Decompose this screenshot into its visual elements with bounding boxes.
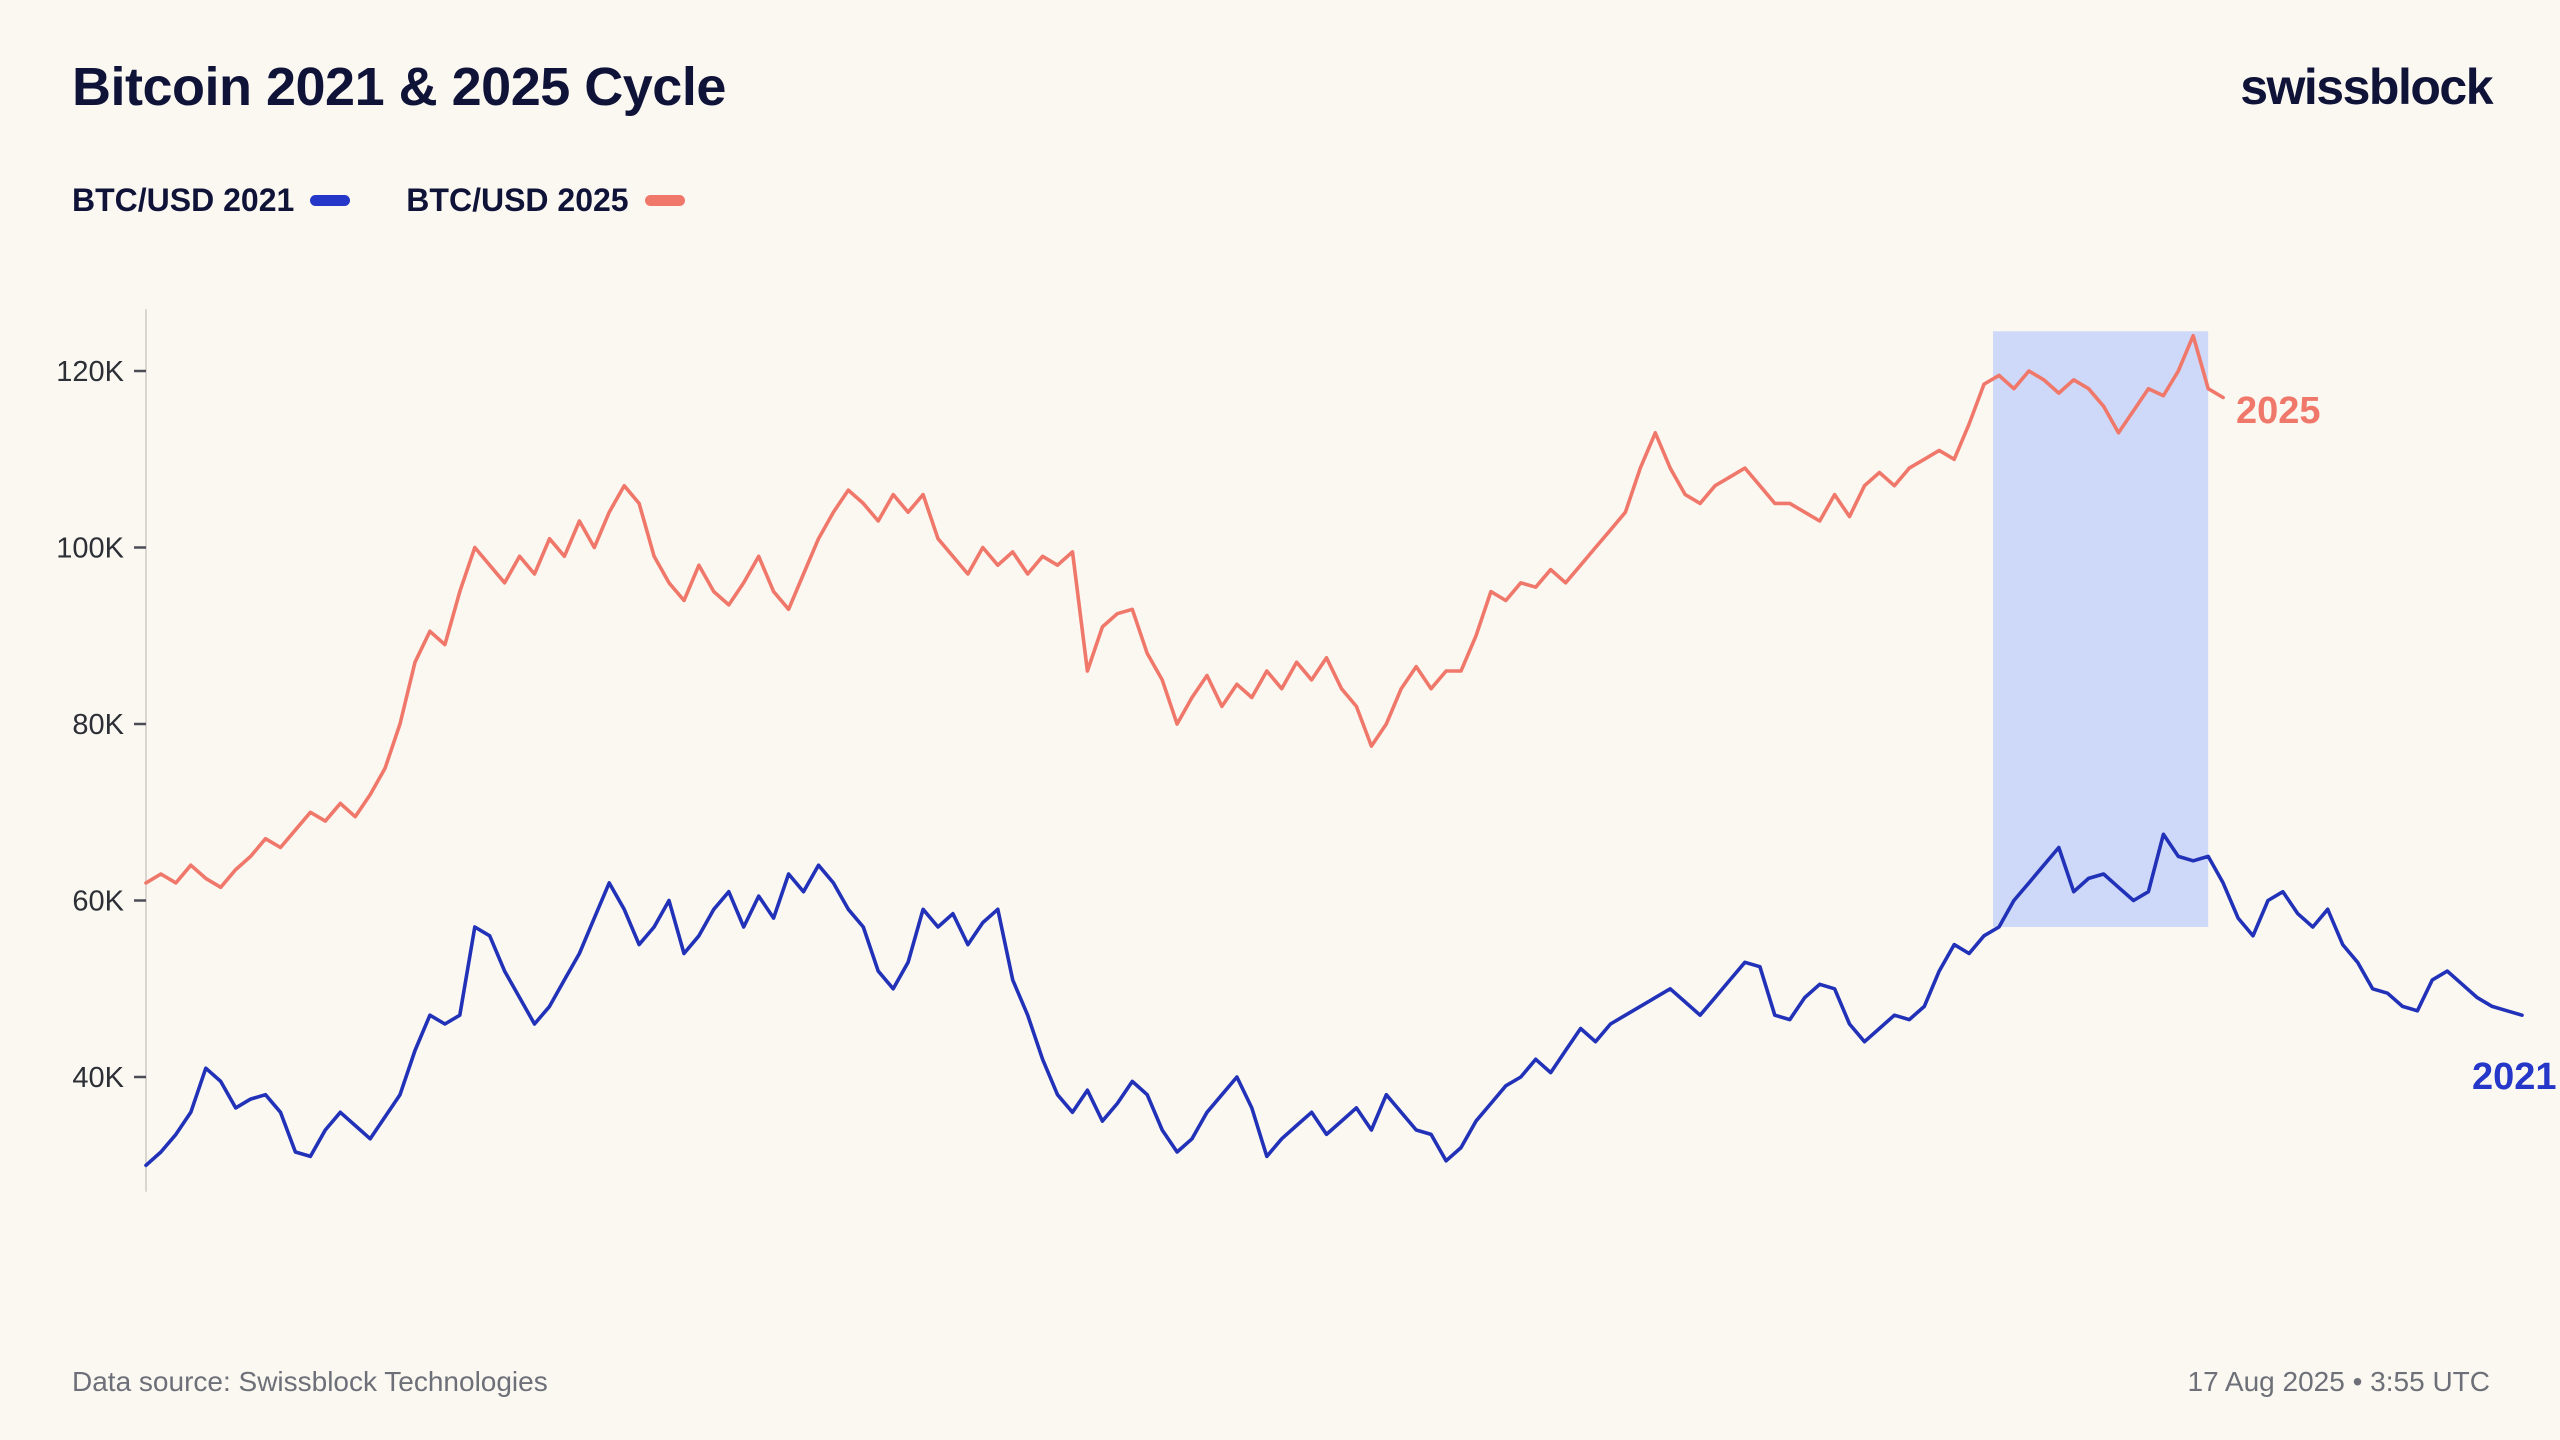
legend-swatch-2021 (310, 195, 351, 206)
timestamp-text: 17 Aug 2025 • 3:55 UTC (2187, 1366, 2490, 1397)
y-tick-label: 80K (72, 709, 124, 741)
series-end-label-2025: 2025 (2236, 390, 2321, 432)
data-source-text: Data source: Swissblock Technologies (72, 1366, 548, 1397)
legend-label-2025: BTC/USD 2025 (406, 182, 629, 218)
legend-item-2021: BTC/USD 2021 (72, 182, 351, 219)
series-end-label-2021: 2021 (2472, 1056, 2557, 1098)
legend-label-2021: BTC/USD 2021 (72, 182, 295, 218)
legend-swatch-2025 (644, 195, 685, 206)
y-tick-label: 60K (72, 886, 124, 918)
y-tick-label: 120K (56, 356, 124, 388)
swissblock-logo: swissblock (2240, 59, 2493, 115)
y-tick-label: 40K (72, 1062, 124, 1094)
chart-legend: BTC/USD 2021 BTC/USD 2025 (72, 182, 685, 219)
series-line-2021 (144, 832, 2524, 1168)
legend-item-2025: BTC/USD 2025 (406, 182, 685, 219)
series-line-2025 (144, 333, 2225, 890)
highlight-region (1993, 331, 2209, 927)
page-title: Bitcoin 2021 & 2025 Cycle (72, 57, 726, 117)
y-tick-label: 100K (56, 533, 124, 565)
